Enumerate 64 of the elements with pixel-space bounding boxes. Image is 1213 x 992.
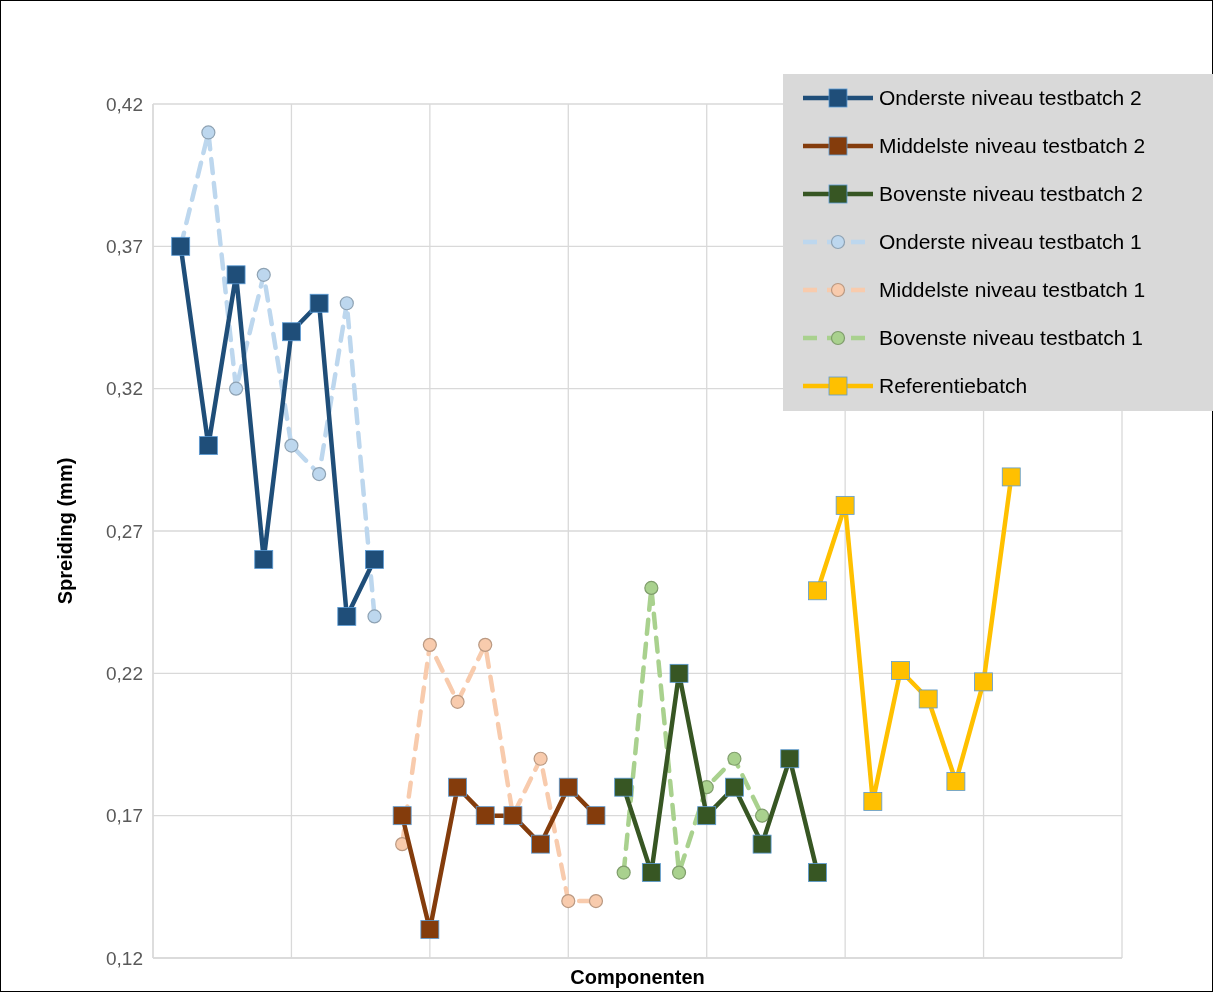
x-axis-title: Componenten	[570, 966, 705, 988]
point	[1001, 467, 1021, 487]
point	[641, 863, 661, 882]
point	[561, 893, 576, 909]
point	[586, 806, 606, 826]
point	[339, 296, 354, 311]
point	[228, 381, 244, 396]
point	[422, 637, 437, 652]
point	[475, 806, 495, 826]
point	[312, 466, 327, 482]
point	[669, 663, 689, 683]
point	[450, 694, 465, 709]
legend-label: Bovenste niveau testbatch 1	[879, 326, 1143, 350]
point	[614, 777, 634, 797]
point	[727, 751, 742, 766]
point	[974, 672, 993, 692]
point	[309, 293, 329, 313]
point	[616, 865, 631, 880]
y-axis-title: Spreiding (mm)	[54, 457, 76, 605]
y-tick-label: 0,37	[106, 235, 143, 257]
point	[478, 637, 493, 652]
point	[671, 865, 687, 880]
legend-label: Referentiebatch	[879, 374, 1028, 398]
point	[835, 495, 855, 515]
point	[808, 581, 827, 601]
point	[201, 125, 216, 140]
point	[918, 689, 938, 709]
legend-label: Onderste niveau testbatch 2	[879, 86, 1142, 110]
point	[725, 777, 744, 797]
legend-label: Middelste niveau testbatch 1	[879, 278, 1146, 302]
point	[365, 550, 384, 569]
point	[367, 609, 382, 624]
point	[588, 893, 604, 909]
point	[780, 749, 800, 769]
point	[284, 438, 299, 453]
point	[533, 751, 548, 766]
legend-label: Middelste niveau testbatch 2	[879, 134, 1146, 158]
y-tick-label: 0,27	[106, 520, 143, 542]
point	[644, 580, 659, 596]
point	[891, 661, 910, 680]
y-tick-label: 0,32	[106, 378, 143, 400]
point	[392, 806, 412, 826]
legend-label: Onderste niveau testbatch 1	[879, 230, 1142, 254]
point	[198, 436, 218, 455]
point	[282, 322, 301, 342]
point	[808, 863, 827, 882]
point	[754, 808, 770, 823]
y-tick-label: 0,12	[106, 947, 143, 969]
y-tick-label: 0,22	[106, 662, 143, 684]
point	[863, 792, 883, 811]
point	[558, 777, 578, 797]
point	[254, 550, 274, 569]
point	[448, 777, 467, 797]
y-tick-label: 0,17	[106, 805, 143, 827]
point	[337, 607, 357, 626]
point	[420, 920, 440, 939]
point	[256, 267, 271, 282]
point	[752, 834, 772, 854]
point	[946, 772, 966, 791]
point	[697, 806, 717, 826]
point	[531, 834, 550, 854]
y-tick-label: 0,42	[106, 93, 143, 115]
point	[226, 265, 246, 285]
legend-label: Bovenste niveau testbatch 2	[879, 182, 1143, 206]
